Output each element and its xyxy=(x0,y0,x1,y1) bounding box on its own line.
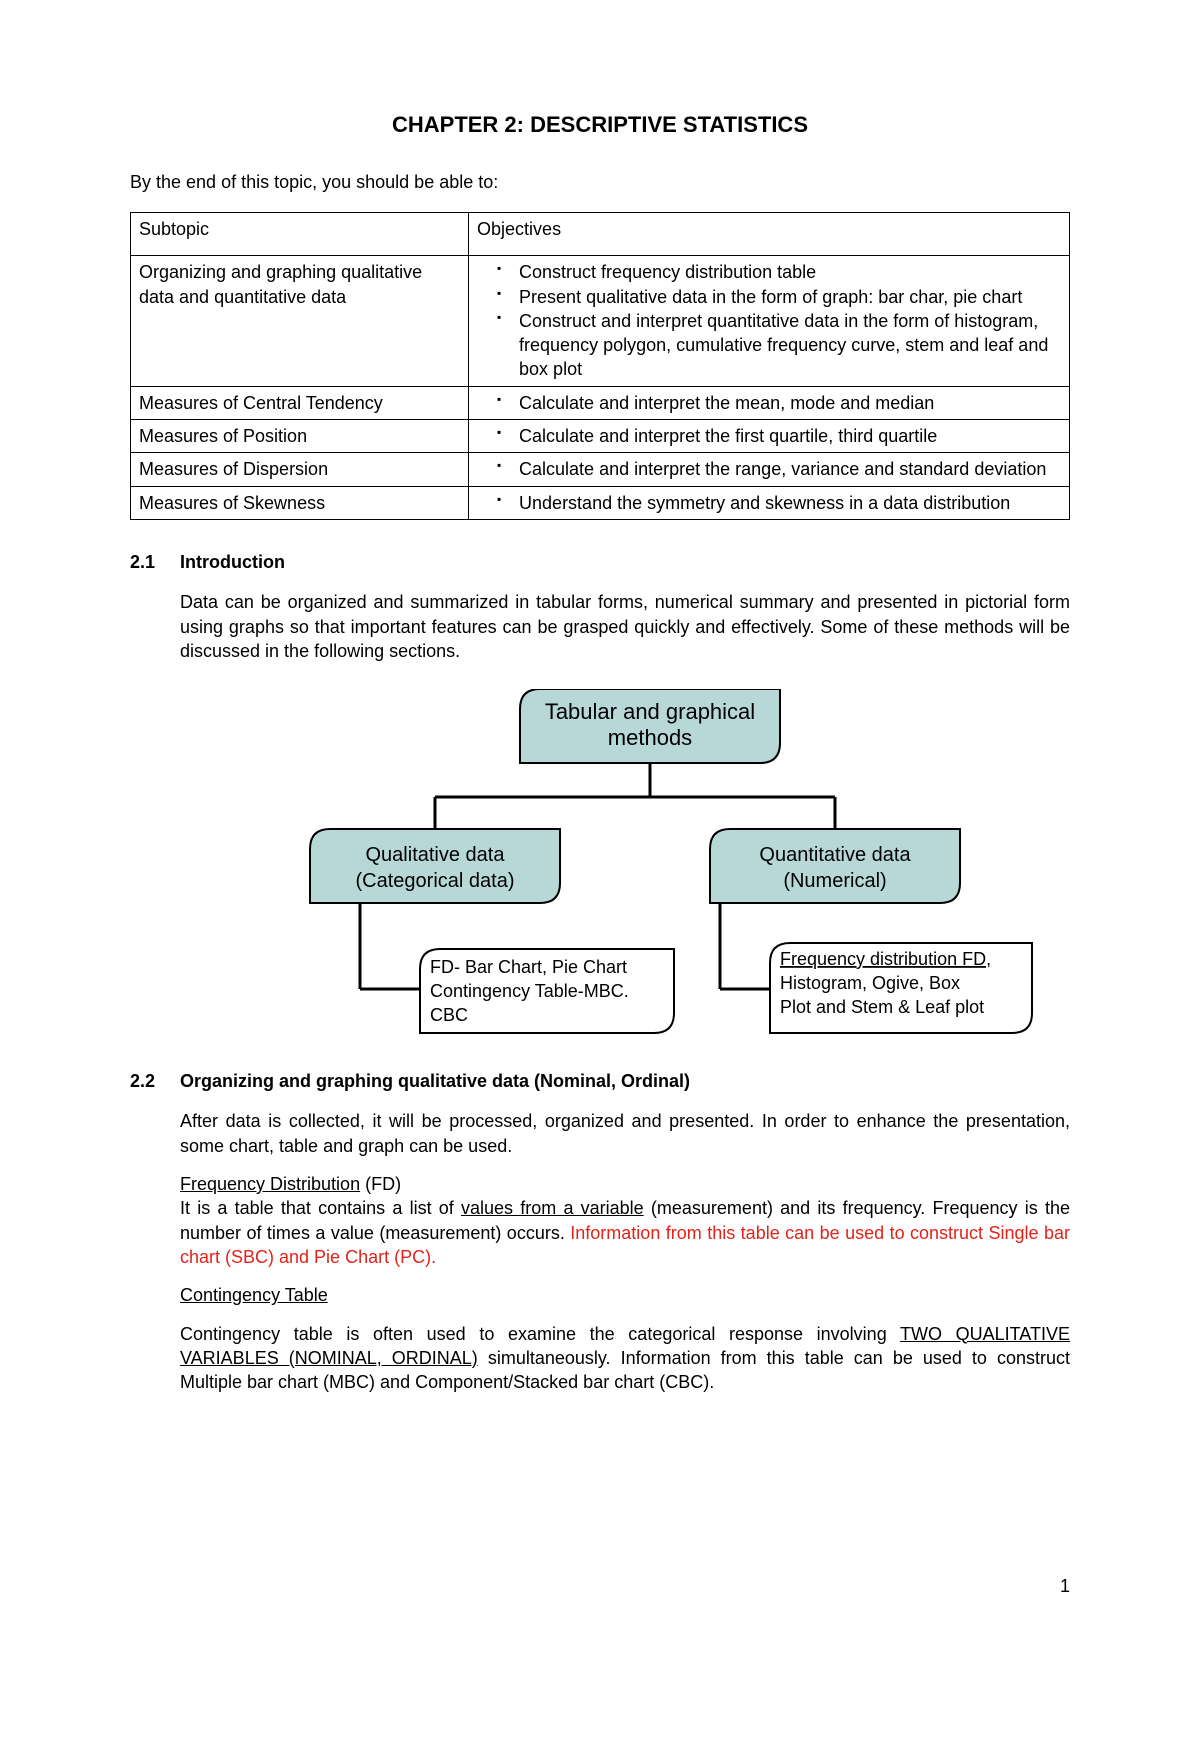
objective-item: Present qualitative data in the form of … xyxy=(477,285,1061,309)
objective-item: Construct frequency distribution table xyxy=(477,260,1061,284)
objective-item: Calculate and interpret the range, varia… xyxy=(477,457,1061,481)
intro-line: By the end of this topic, you should be … xyxy=(130,170,1070,194)
fd-body: It is a table that contains a list of va… xyxy=(180,1196,1070,1269)
flowchart: Tabular and graphical methods Qualitativ… xyxy=(130,689,1070,1039)
cell-objectives: Calculate and interpret the first quarti… xyxy=(469,420,1070,453)
objectives-table: Subtopic Objectives Organizing and graph… xyxy=(130,212,1070,520)
objective-item: Calculate and interpret the first quarti… xyxy=(477,424,1061,448)
fd-suffix: (FD) xyxy=(360,1174,401,1194)
header-subtopic: Subtopic xyxy=(131,212,469,255)
section-paragraph: Data can be organized and summarized in … xyxy=(180,590,1070,663)
ct-text-a: Contingency table is often used to exami… xyxy=(180,1324,900,1344)
svg-text:Contingency Table-MBC.: Contingency Table-MBC. xyxy=(430,981,629,1001)
cell-subtopic: Measures of Central Tendency xyxy=(131,386,469,419)
section-title: Introduction xyxy=(180,550,285,574)
page-number: 1 xyxy=(130,1574,1070,1598)
table-row: Measures of Position Calculate and inter… xyxy=(131,420,1070,453)
svg-text:Frequency distribution FD,: Frequency distribution FD, xyxy=(780,949,991,969)
svg-text:Qualitative data: Qualitative data xyxy=(366,844,506,866)
cell-subtopic: Measures of Dispersion xyxy=(131,453,469,486)
chapter-title: CHAPTER 2: DESCRIPTIVE STATISTICS xyxy=(130,110,1070,140)
section-paragraph: After data is collected, it will be proc… xyxy=(180,1109,1070,1158)
svg-text:(Numerical): (Numerical) xyxy=(783,870,886,892)
header-objectives: Objectives xyxy=(469,212,1070,255)
svg-text:(Categorical data): (Categorical data) xyxy=(356,870,515,892)
cell-subtopic: Organizing and graphing qualitative data… xyxy=(131,256,469,386)
table-header-row: Subtopic Objectives xyxy=(131,212,1070,255)
svg-text:Quantitative data: Quantitative data xyxy=(759,844,911,866)
cell-objectives: Calculate and interpret the mean, mode a… xyxy=(469,386,1070,419)
fd-heading-line: Frequency Distribution (FD) xyxy=(180,1172,1070,1196)
svg-text:CBC: CBC xyxy=(430,1005,468,1025)
fd-text-u: values from a variable xyxy=(461,1198,644,1218)
ct-heading: Contingency Table xyxy=(180,1285,328,1305)
svg-text:FD- Bar Chart, Pie Chart: FD- Bar Chart, Pie Chart xyxy=(430,957,627,977)
fd-text-a: It is a table that contains a list of xyxy=(180,1198,461,1218)
fd-heading: Frequency Distribution xyxy=(180,1174,360,1194)
cell-subtopic: Measures of Skewness xyxy=(131,486,469,519)
objective-item: Calculate and interpret the mean, mode a… xyxy=(477,391,1061,415)
cell-objectives: Understand the symmetry and skewness in … xyxy=(469,486,1070,519)
section-2-1: 2.1 Introduction Data can be organized a… xyxy=(130,550,1070,663)
cell-subtopic: Measures of Position xyxy=(131,420,469,453)
cell-objectives: Calculate and interpret the range, varia… xyxy=(469,453,1070,486)
svg-text:Tabular and graphical: Tabular and graphical xyxy=(545,699,755,724)
table-row: Organizing and graphing qualitative data… xyxy=(131,256,1070,386)
table-row: Measures of Skewness Understand the symm… xyxy=(131,486,1070,519)
ct-body: Contingency table is often used to exami… xyxy=(180,1322,1070,1395)
svg-text:Histogram, Ogive, Box: Histogram, Ogive, Box xyxy=(780,973,960,993)
svg-text:methods: methods xyxy=(608,725,692,750)
ct-heading-line: Contingency Table xyxy=(180,1283,1070,1307)
section-2-2: 2.2 Organizing and graphing qualitative … xyxy=(130,1069,1070,1394)
section-title: Organizing and graphing qualitative data… xyxy=(180,1069,690,1093)
section-number: 2.1 xyxy=(130,550,180,574)
objective-item: Construct and interpret quantitative dat… xyxy=(477,309,1061,382)
table-row: Measures of Central Tendency Calculate a… xyxy=(131,386,1070,419)
table-row: Measures of Dispersion Calculate and int… xyxy=(131,453,1070,486)
section-number: 2.2 xyxy=(130,1069,180,1093)
cell-objectives: Construct frequency distribution table P… xyxy=(469,256,1070,386)
objective-item: Understand the symmetry and skewness in … xyxy=(477,491,1061,515)
svg-text:Plot and Stem & Leaf plot: Plot and Stem & Leaf plot xyxy=(780,997,984,1017)
